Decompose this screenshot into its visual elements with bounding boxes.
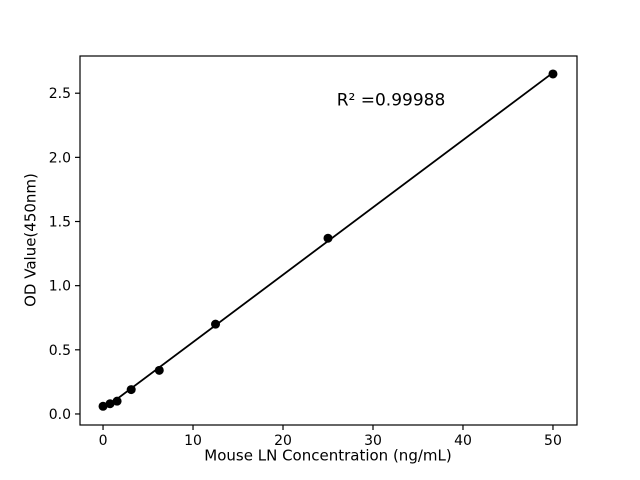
data-point xyxy=(126,385,136,395)
data-point xyxy=(105,399,115,409)
y-tick-label: 0.5 xyxy=(49,343,71,359)
y-axis-label: OD Value(450nm) xyxy=(21,173,40,307)
data-point xyxy=(112,396,122,406)
x-tick-label: 30 xyxy=(364,433,382,449)
data-point xyxy=(323,233,333,243)
y-tick-label: 2.0 xyxy=(49,150,71,166)
y-tick-label: 1.0 xyxy=(49,279,71,295)
data-point xyxy=(548,69,558,79)
plot-frame xyxy=(79,55,578,426)
x-tick-label: 40 xyxy=(454,433,472,449)
y-tick-label: 1.5 xyxy=(49,215,71,231)
x-tick-label: 10 xyxy=(184,433,202,449)
data-point xyxy=(211,319,221,329)
y-tick-label: 2.5 xyxy=(49,86,71,102)
x-tick-label: 50 xyxy=(544,433,562,449)
y-tick-label: 0.0 xyxy=(49,407,71,423)
x-tick-label: 0 xyxy=(99,433,108,449)
data-point xyxy=(154,365,164,375)
x-tick-label: 20 xyxy=(274,433,292,449)
data-point xyxy=(98,401,108,411)
r-squared-annotation: R² =0.99988 xyxy=(336,90,446,111)
x-axis-label: Mouse LN Concentration (ng/mL) xyxy=(204,446,452,465)
